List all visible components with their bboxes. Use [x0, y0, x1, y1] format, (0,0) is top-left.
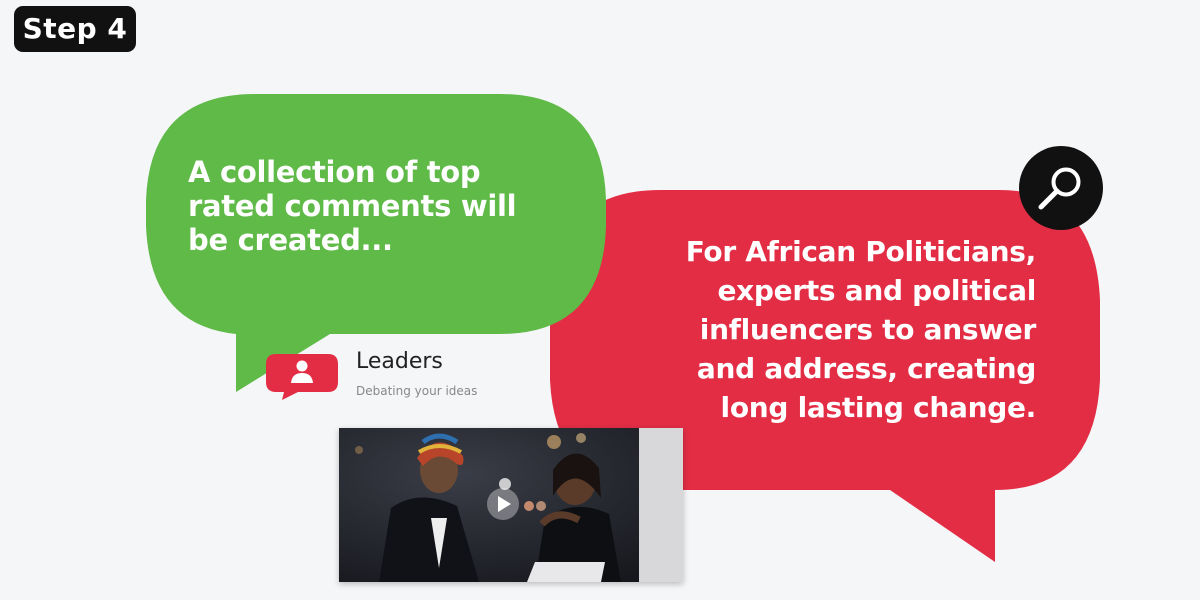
- green-line: rated comments will: [188, 189, 517, 223]
- leaders-title: Leaders: [356, 349, 443, 374]
- green-line: A collection of top: [188, 155, 481, 189]
- red-line: and address, creating: [696, 352, 1036, 385]
- red-line: experts and political: [717, 274, 1036, 307]
- red-line: long lasting change.: [720, 391, 1037, 424]
- photo-illustration: [339, 428, 683, 582]
- video-thumbnail[interactable]: [339, 428, 683, 582]
- search-button[interactable]: [1019, 146, 1103, 230]
- step-badge: Step 4: [14, 6, 136, 52]
- red-bubble-text: For African Politicians, experts and pol…: [600, 232, 1037, 427]
- red-speech-bubble: [550, 190, 1100, 562]
- green-line: be created...: [188, 223, 393, 257]
- search-icon: [1038, 167, 1081, 210]
- user-chat-icon: [266, 354, 338, 400]
- green-speech-bubble: [146, 94, 606, 392]
- leaders-subtitle: Debating your ideas: [356, 384, 478, 398]
- red-line: For African Politicians,: [685, 235, 1037, 268]
- red-line: influencers to answer: [699, 313, 1037, 346]
- green-bubble-text: A collection of top rated comments will …: [188, 155, 608, 257]
